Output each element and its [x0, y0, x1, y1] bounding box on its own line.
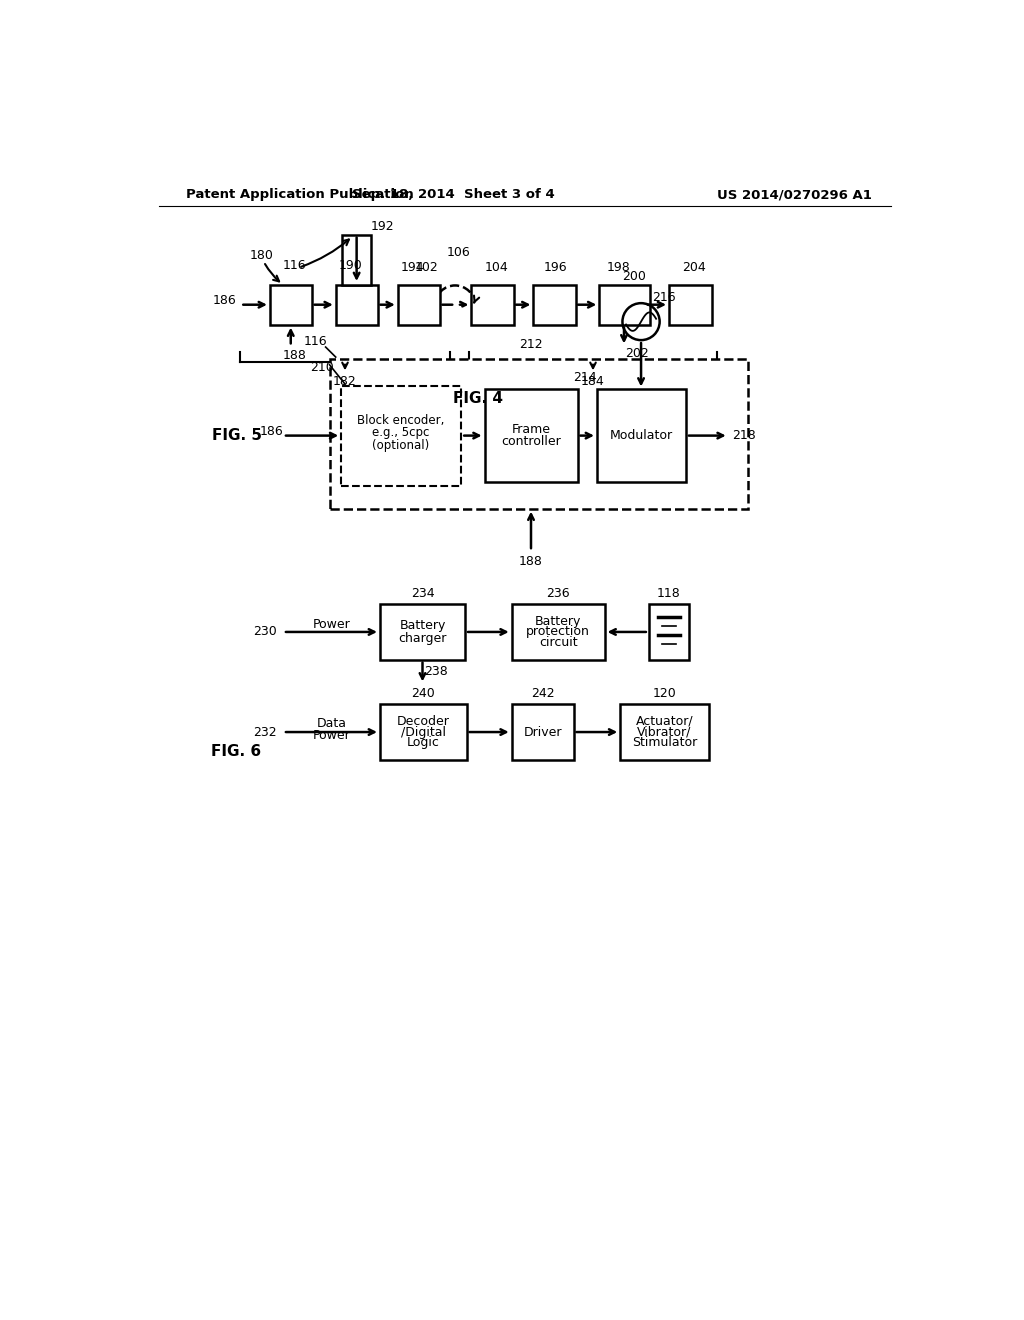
Text: (optional): (optional): [372, 440, 429, 453]
Text: 118: 118: [657, 587, 681, 601]
Text: FIG. 5: FIG. 5: [212, 428, 261, 444]
FancyBboxPatch shape: [484, 389, 578, 482]
Text: 202: 202: [626, 347, 649, 360]
Text: protection: protection: [526, 626, 590, 639]
FancyBboxPatch shape: [380, 705, 467, 760]
Text: 192: 192: [371, 220, 395, 234]
Text: 116: 116: [304, 335, 328, 348]
Text: 212: 212: [519, 338, 543, 351]
Text: 104: 104: [484, 261, 508, 275]
Text: 198: 198: [606, 261, 631, 275]
Text: 204: 204: [682, 261, 706, 275]
Text: Block encoder,: Block encoder,: [357, 413, 444, 426]
FancyBboxPatch shape: [342, 235, 372, 285]
Text: 216: 216: [652, 290, 676, 304]
Text: 240: 240: [412, 686, 435, 700]
Text: 210: 210: [310, 362, 334, 375]
Text: e.g., 5cpc: e.g., 5cpc: [372, 426, 429, 440]
FancyBboxPatch shape: [336, 285, 378, 325]
FancyBboxPatch shape: [649, 605, 689, 660]
Text: Logic: Logic: [407, 737, 439, 750]
Text: 188: 188: [519, 554, 543, 568]
FancyBboxPatch shape: [512, 705, 573, 760]
Text: Stimulator: Stimulator: [632, 737, 697, 750]
Text: 214: 214: [573, 371, 597, 384]
Text: 102: 102: [415, 261, 438, 275]
Text: FIG. 6: FIG. 6: [211, 743, 261, 759]
Text: 116: 116: [283, 259, 306, 272]
Text: /Digital: /Digital: [400, 726, 445, 739]
Text: controller: controller: [501, 436, 561, 449]
Text: 242: 242: [530, 686, 554, 700]
Text: 218: 218: [732, 429, 757, 442]
Text: charger: charger: [398, 632, 446, 645]
FancyBboxPatch shape: [534, 285, 575, 325]
Text: 186: 186: [259, 425, 283, 438]
Text: 200: 200: [623, 271, 646, 284]
Text: 184: 184: [582, 375, 605, 388]
Text: 190: 190: [339, 259, 362, 272]
Text: Decoder: Decoder: [397, 714, 450, 727]
Text: Battery: Battery: [399, 619, 445, 631]
Text: Battery: Battery: [535, 615, 582, 628]
Text: Actuator/: Actuator/: [636, 714, 693, 727]
Text: 196: 196: [544, 261, 567, 275]
Text: 230: 230: [253, 626, 276, 639]
FancyBboxPatch shape: [397, 285, 440, 325]
Text: Frame: Frame: [512, 422, 551, 436]
FancyBboxPatch shape: [597, 389, 686, 482]
Text: 182: 182: [333, 375, 357, 388]
Text: 120: 120: [652, 686, 676, 700]
Text: 106: 106: [447, 246, 471, 259]
Text: 236: 236: [547, 587, 570, 601]
Text: circuit: circuit: [539, 636, 578, 649]
Text: Data: Data: [316, 717, 347, 730]
Text: 186: 186: [213, 294, 237, 308]
Text: Sep. 18, 2014  Sheet 3 of 4: Sep. 18, 2014 Sheet 3 of 4: [352, 187, 555, 201]
Text: Driver: Driver: [523, 726, 562, 739]
FancyBboxPatch shape: [380, 605, 465, 660]
Text: 188: 188: [283, 348, 306, 362]
FancyBboxPatch shape: [669, 285, 712, 325]
Text: 232: 232: [253, 726, 276, 739]
FancyBboxPatch shape: [599, 285, 649, 325]
Text: FIG. 4: FIG. 4: [454, 391, 504, 407]
Text: 180: 180: [250, 249, 273, 261]
Text: Patent Application Publication: Patent Application Publication: [186, 187, 414, 201]
FancyBboxPatch shape: [512, 605, 604, 660]
FancyBboxPatch shape: [341, 385, 461, 486]
Text: Power: Power: [313, 618, 350, 631]
Text: 234: 234: [411, 587, 434, 601]
Text: US 2014/0270296 A1: US 2014/0270296 A1: [717, 187, 871, 201]
Text: 238: 238: [425, 665, 449, 678]
FancyBboxPatch shape: [270, 285, 312, 325]
Text: Modulator: Modulator: [609, 429, 673, 442]
FancyBboxPatch shape: [471, 285, 514, 325]
Text: 194: 194: [400, 261, 424, 275]
FancyBboxPatch shape: [330, 359, 748, 508]
FancyBboxPatch shape: [621, 705, 710, 760]
Text: Vibrator/: Vibrator/: [637, 726, 691, 739]
Text: Power: Power: [313, 730, 350, 742]
